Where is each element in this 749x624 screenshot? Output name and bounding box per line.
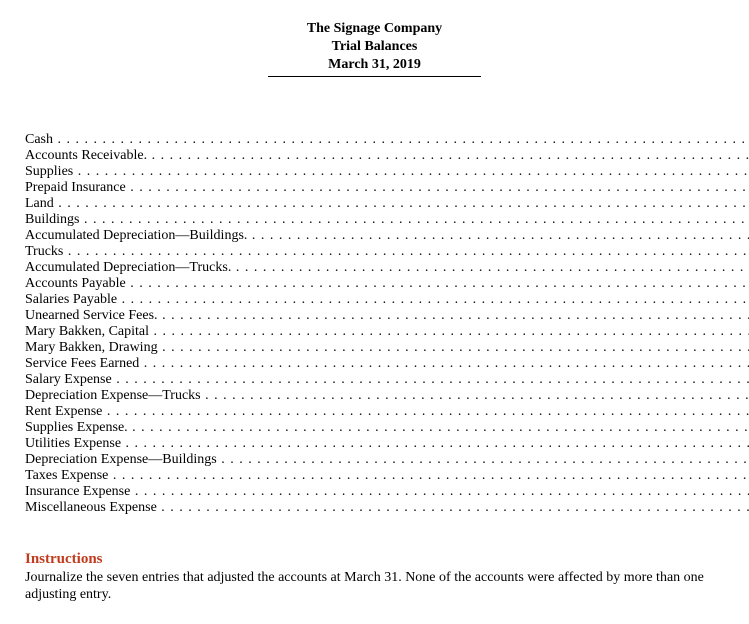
- table-row: Salary Expense80,00081,400: [25, 372, 749, 388]
- account-name: Salaries Payable: [25, 292, 749, 308]
- trial-balance-table: Unadjusted Adjusted Debit Balances Credi…: [25, 81, 749, 537]
- instructions-body: Journalize the seven entries that adjust…: [25, 569, 724, 604]
- table-row: Supplies Expense.—4,025: [25, 420, 749, 436]
- table-row: Accumulated Depreciation—Buildings.51,50…: [25, 228, 749, 244]
- table-row: Rent Expense11,90011,900: [25, 404, 749, 420]
- account-name: Service Fees Earned: [25, 356, 749, 372]
- instructions-block: Instructions Journalize the seven entrie…: [25, 551, 724, 604]
- account-name: Accounts Payable: [25, 276, 749, 292]
- account-name: Accumulated Depreciation—Trucks.: [25, 260, 749, 276]
- account-name: Mary Bakken, Capital: [25, 324, 749, 340]
- table-row: Depreciation Expense—Trucks—5,000: [25, 388, 749, 404]
- account-name: Depreciation Expense—Buildings: [25, 452, 749, 468]
- account-name: Salary Expense: [25, 372, 749, 388]
- account-name: Miscellaneous Expense: [25, 500, 749, 516]
- table-row: Unearned Service Fees.10,5003,850: [25, 308, 749, 324]
- report-date: March 31, 2019: [268, 56, 481, 76]
- account-name: Insurance Expense: [25, 484, 749, 500]
- table-row: Taxes Expense2,9002,900: [25, 468, 749, 484]
- table-row: Salaries Payable—1,400: [25, 292, 749, 308]
- totals-row: 500,000500,000517,730517,730: [25, 516, 749, 537]
- account-name: Prepaid Insurance: [25, 180, 749, 196]
- table-row: Depreciation Expense—Buildings—9,500: [25, 452, 749, 468]
- account-name: Supplies: [25, 164, 749, 180]
- company-name: The Signage Company: [25, 20, 724, 38]
- table-row: Land100,000100,000: [25, 196, 749, 212]
- table-row: Trucks75,00075,000: [25, 244, 749, 260]
- instructions-title: Instructions: [25, 551, 724, 568]
- table-row: Service Fees Earned162,680169,330: [25, 356, 749, 372]
- account-name: Utilities Expense: [25, 436, 749, 452]
- table-row: Utilities Expense6,2008,030: [25, 436, 749, 452]
- account-name: Taxes Expense: [25, 468, 749, 484]
- table-row: Accumulated Depreciation—Trucks.12,00017…: [25, 260, 749, 276]
- account-name: Depreciation Expense—Trucks: [25, 388, 749, 404]
- report-header: The Signage Company Trial Balances March…: [25, 20, 724, 77]
- account-name: Trucks: [25, 244, 749, 260]
- account-name: Supplies Expense.: [25, 420, 749, 436]
- table-row: Mary Bakken, Drawing7,5007,500: [25, 340, 749, 356]
- report-title: Trial Balances: [25, 38, 724, 56]
- account-name: Rent Expense: [25, 404, 749, 420]
- account-name: Land: [25, 196, 749, 212]
- account-name: Cash: [25, 131, 749, 148]
- account-name: Buildings: [25, 212, 749, 228]
- table-row: Buildings170,000170,000: [25, 212, 749, 228]
- account-name: Mary Bakken, Drawing: [25, 340, 749, 356]
- table-row: Supplies6,2002,175: [25, 164, 749, 180]
- table-row: Insurance Expense—7,850: [25, 484, 749, 500]
- account-name: Accumulated Depreciation—Buildings.: [25, 228, 749, 244]
- account-name: Unearned Service Fees.: [25, 308, 749, 324]
- table-row: Miscellaneous Expense9,1509,150: [25, 500, 749, 516]
- table-row: Accounts Payable6,9208,750: [25, 276, 749, 292]
- table-row: Mary Bakken, Capital256,400256,400: [25, 324, 749, 340]
- account-name: Accounts Receivable.: [25, 148, 749, 164]
- table-row: Prepaid Insurance9,0001,150: [25, 180, 749, 196]
- table-row: Cash4,7504,750: [25, 131, 749, 148]
- table-row: Accounts Receivable.17,40017,400: [25, 148, 749, 164]
